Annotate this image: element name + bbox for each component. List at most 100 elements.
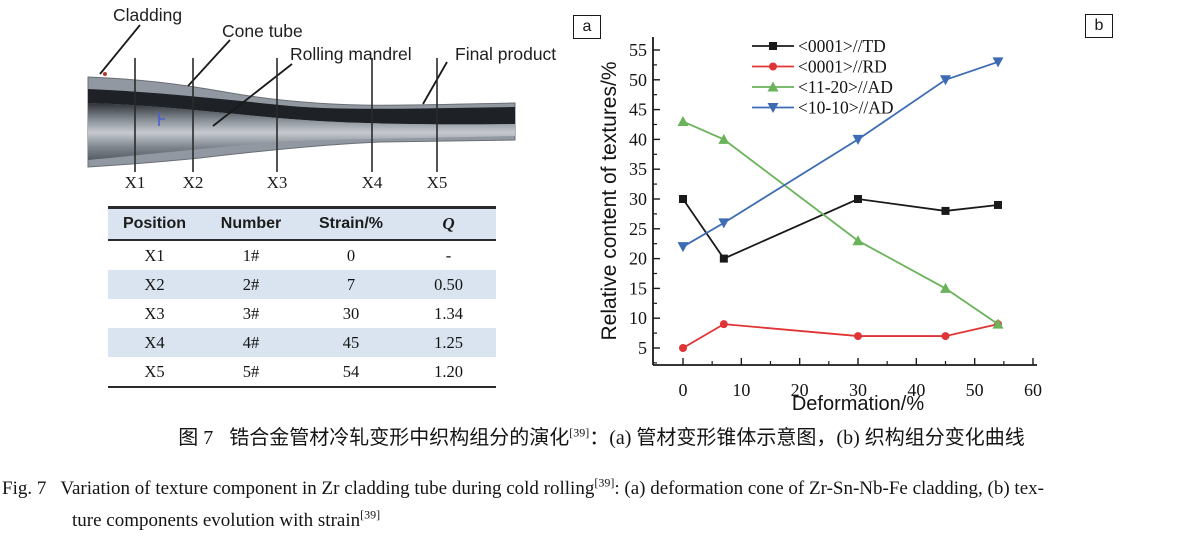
label-final-product: Final product: [455, 44, 557, 64]
y-tick-label: 15: [629, 278, 647, 298]
panel-b-tag-letter: b: [1094, 17, 1104, 34]
table-cell: 1.34: [434, 303, 463, 323]
x-tick-label: 50: [966, 380, 984, 400]
marker-triangle-down: [767, 103, 779, 113]
series-square: [679, 195, 1002, 263]
blue-axis-mark: [158, 112, 165, 126]
leader-line-final-product: [422, 61, 448, 105]
leader-line-cone-tube: [187, 39, 231, 87]
caption-english-line1: Fig. 7 Variation of texture component in …: [2, 477, 1044, 500]
table-row: X1 1# 0 -: [108, 240, 496, 270]
col-header-position: Position: [108, 207, 201, 241]
label-cone-tube: Cone tube: [222, 21, 303, 41]
x-tick-label: 10: [732, 380, 750, 400]
table-cell: -: [445, 245, 452, 265]
table-row: X4 4# 45 1.25: [108, 328, 496, 357]
caption-chinese: 图 7 锆合金管材冷轧变形中织构组分的演化[39]：(a) 管材变形锥体示意图，(…: [0, 421, 1203, 450]
marker-square: [854, 195, 862, 203]
label-rolling-mandrel: Rolling mandrel: [290, 44, 412, 64]
y-tick-label: 35: [629, 159, 647, 179]
table-cell: 5#: [242, 361, 260, 381]
caption-en-text-post: : (a) deformation cone of Zr-Sn-Nb-Fe cl…: [614, 478, 1044, 499]
panel-b-tag: b: [1085, 14, 1113, 38]
texture-evolution-chart: 0 10 20 30 40 50 60 5 10 15 20 25 30 35 40 45 50 55 Deform…: [600, 36, 1042, 415]
table-cell: 2#: [201, 270, 301, 299]
legend-label: <0001>//TD: [798, 36, 886, 56]
chart-legend: <0001>//TD<0001>//RD<11-20>//AD<10-10>//…: [752, 36, 894, 118]
table-cell: X4: [108, 328, 201, 357]
col-header-number: Number: [201, 207, 301, 241]
marker-triangle-up: [940, 282, 951, 293]
table-cell: X5: [144, 361, 165, 381]
y-tick-label: 40: [629, 129, 647, 149]
table-cell: 0: [346, 245, 356, 265]
series-circle: [679, 320, 1002, 352]
x-tick-label: 40: [907, 380, 925, 400]
series-line: [682, 120, 999, 325]
position-marker-label: X4: [362, 173, 383, 192]
position-marker-label: X5: [427, 173, 448, 192]
marker-circle: [769, 62, 777, 71]
marker-square: [679, 195, 687, 203]
table-row: X3 3# 30 1.34: [108, 299, 496, 328]
table-cell: X2: [108, 270, 201, 299]
caption-en-text: Variation of texture component in Zr cla…: [60, 478, 595, 499]
position-marker-label: X3: [267, 173, 288, 192]
y-tick-label: 5: [638, 338, 647, 358]
x-tick-label: 20: [791, 380, 809, 400]
y-tick-label: 25: [629, 219, 647, 239]
legend-label: <10-10>//AD: [798, 98, 894, 118]
table-cell: 1.25: [401, 328, 496, 357]
leader-line-cladding: [99, 24, 141, 75]
deformation-cone-diagram: X1 X2 X3 X4 X5: [87, 24, 516, 192]
panel-a-tag-letter: a: [582, 18, 592, 35]
marker-triangle-up: [852, 235, 864, 246]
series-triangle-down: [677, 57, 1004, 253]
marker-triangle-up: [767, 81, 779, 92]
caption-en-text-line2: ture components evolution with strain: [72, 510, 361, 531]
label-cladding: Cladding: [113, 5, 183, 25]
series-line: [682, 198, 999, 260]
table-cell: 1.20: [434, 361, 463, 381]
legend-label: <11-20>//AD: [798, 77, 893, 97]
caption-en-fig-number: Fig. 7: [2, 478, 47, 499]
table-cell: 3#: [242, 303, 260, 323]
table-cell: X3: [144, 303, 165, 323]
x-tick-label: 60: [1024, 380, 1042, 400]
marker-triangle-down: [718, 218, 730, 229]
red-reference-dot: [103, 72, 107, 76]
table-cell: 30: [342, 303, 360, 323]
marker-triangle-up: [718, 133, 730, 144]
marker-triangle-down: [677, 242, 689, 253]
caption-zh-reference: [39]: [569, 425, 590, 440]
marker-circle: [941, 332, 950, 341]
strain-table: Position Number Strain/% Q X1 1# 0 - X2 2# 7 0.…: [108, 206, 496, 388]
x-tick-label: 30: [849, 380, 867, 400]
caption-zh-main: 锆合金管材冷轧变形中织构组分的演化: [229, 427, 570, 449]
x-tick-label: 0: [679, 380, 688, 400]
series-line: [682, 323, 999, 349]
marker-triangle-up: [677, 116, 689, 127]
y-tick-label: 10: [629, 308, 647, 328]
marker-square: [719, 254, 728, 263]
table-row: X5 5# 54 1.20: [108, 357, 496, 387]
legend-label: <0001>//RD: [798, 57, 887, 77]
table-row: X2 2# 7 0.50: [108, 270, 496, 299]
marker-triangle-up: [992, 318, 1004, 329]
y-axis-title: Relative content of textures/%: [600, 62, 621, 341]
caption-zh-rest: ：(a) 管材变形锥体示意图，(b) 织构组分变化曲线: [589, 427, 1025, 449]
y-tick-label: 30: [629, 189, 647, 209]
col-header-strain: Strain/%: [301, 207, 401, 241]
series-triangle-up: [677, 116, 1004, 329]
caption-zh-fig-number: 图 7: [178, 427, 214, 449]
marker-square: [994, 200, 1002, 209]
marker-triangle-down: [852, 134, 864, 145]
rolling-mandrel-shape: [88, 103, 515, 160]
position-markers: X1 X2 X3 X4 X5: [125, 58, 448, 192]
x-axis-title: Deformation/%: [792, 393, 924, 415]
marker-triangle-down: [992, 57, 1004, 68]
position-marker-label: X1: [125, 173, 146, 192]
marker-square: [941, 206, 950, 215]
strain-table-header-row: Position Number Strain/% Q: [108, 207, 496, 241]
